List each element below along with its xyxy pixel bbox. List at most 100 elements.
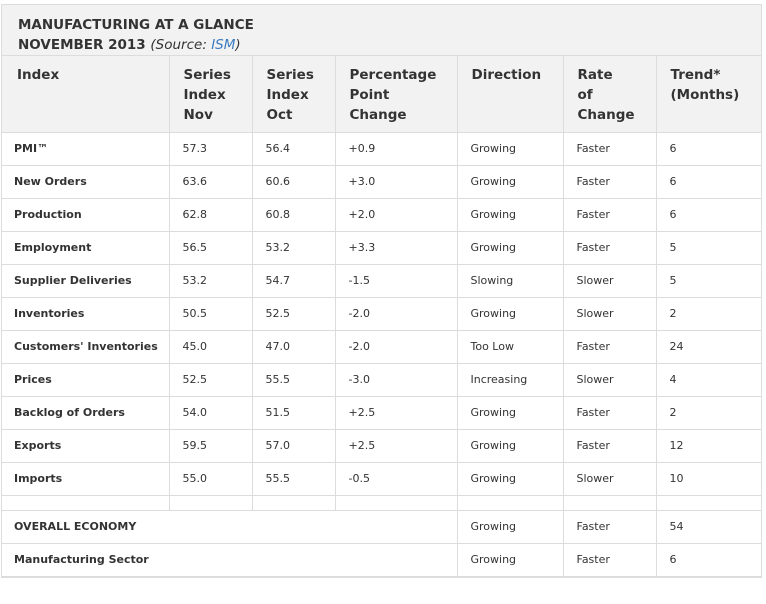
cell-rate: Faster [562,329,657,364]
header-line: Rate [577,67,613,83]
cell-index: Inventories [2,296,170,331]
col-header-index: Index [2,56,170,133]
cell-oct: 54.7 [251,263,336,298]
manufacturing-table-container: MANUFACTURING AT A GLANCE NOVEMBER 2013 … [1,4,762,578]
table-row: PMI™ 57.3 56.4 +0.9 Growing Faster 6 [2,131,761,166]
cell-nov: 56.5 [168,230,253,265]
cell-rate: Faster [562,197,657,232]
cell-trend: 5 [655,230,761,265]
source-prefix: (Source: [150,37,212,53]
cell-nov: 52.5 [168,362,253,397]
cell-direction: Too Low [456,329,564,364]
cell-direction: Growing [456,296,564,331]
header-line: Series [183,67,231,83]
cell-direction: Growing [456,461,564,496]
empty-cell [2,494,170,511]
col-header-direction: Direction [456,56,564,133]
empty-cell [168,494,253,511]
header-line: Change [577,107,635,123]
header-line: Index [266,87,309,103]
col-header-oct: Series Index Oct [251,56,336,133]
cell-nov: 45.0 [168,329,253,364]
cell-trend: 4 [655,362,761,397]
cell-index: Supplier Deliveries [2,263,170,298]
caption-date: NOVEMBER 2013 [18,37,146,53]
cell-change: +2.0 [334,197,458,232]
cell-oct: 55.5 [251,461,336,496]
cell-direction: Growing [456,428,564,463]
table-row: Supplier Deliveries 53.2 54.7 -1.5 Slowing Sl… [2,263,761,298]
cell-oct: 60.8 [251,197,336,232]
cell-rate: Slower [562,362,657,397]
empty-cell [562,494,657,511]
header-line: of [577,87,593,103]
cell-trend: 54 [655,509,761,544]
cell-direction: Slowing [456,263,564,298]
table-row: Inventories 50.5 52.5 -2.0 Growing Slower 2 [2,296,761,331]
cell-rate: Slower [562,263,657,298]
cell-oct: 57.0 [251,428,336,463]
caption-subtitle: NOVEMBER 2013 (Source: ISM) [18,35,761,55]
cell-rate: Faster [562,164,657,199]
cell-direction: Growing [456,230,564,265]
table-row: Customers' Inventories 45.0 47.0 -2.0 Too Lo… [2,329,761,364]
table-row: Employment 56.5 53.2 +3.3 Growing Faster 5 [2,230,761,265]
source-suffix: ) [235,37,241,53]
table-row: Backlog of Orders 54.0 51.5 +2.5 Growing Fast… [2,395,761,430]
cell-oct: 56.4 [251,131,336,166]
table-row: New Orders 63.6 60.6 +3.0 Growing Faster 6 [2,164,761,199]
caption-source: (Source: ISM) [150,37,240,53]
summary-row: Manufacturing Sector Growing Faster 6 [2,542,761,577]
cell-index: OVERALL ECONOMY [2,509,458,544]
cell-index: Imports [2,461,170,496]
cell-direction: Growing [456,542,564,577]
cell-direction: Growing [456,197,564,232]
table-row: Exports 59.5 57.0 +2.5 Growing Faster 12 [2,428,761,463]
manufacturing-data-table: Index Series Index Nov Series Index Oct Perc… [2,56,761,577]
header-line: Oct [266,107,293,123]
cell-oct: 55.5 [251,362,336,397]
source-link[interactable]: ISM [211,37,236,53]
col-header-trend: Trend* (Months) [655,56,761,133]
cell-change: +3.3 [334,230,458,265]
header-line: Index [183,87,226,103]
spacer-row [2,494,761,511]
empty-cell [334,494,458,511]
header-line: Percentage [349,67,437,83]
cell-rate: Faster [562,131,657,166]
cell-index: Manufacturing Sector [2,542,458,577]
cell-index: Prices [2,362,170,397]
cell-change: +2.5 [334,395,458,430]
cell-rate: Slower [562,296,657,331]
header-row: Index Series Index Nov Series Index Oct Perc… [2,56,761,133]
cell-index: PMI™ [2,131,170,166]
cell-trend: 2 [655,296,761,331]
cell-nov: 57.3 [168,131,253,166]
cell-rate: Faster [562,542,657,577]
cell-oct: 60.6 [251,164,336,199]
cell-change: +2.5 [334,428,458,463]
cell-trend: 2 [655,395,761,430]
col-header-change: Percentage Point Change [334,56,458,133]
col-header-rate: Rate of Change [562,56,657,133]
cell-trend: 10 [655,461,761,496]
cell-rate: Faster [562,230,657,265]
empty-cell [251,494,336,511]
cell-change: +0.9 [334,131,458,166]
header-line: (Months) [670,87,740,103]
cell-nov: 53.2 [168,263,253,298]
cell-direction: Growing [456,395,564,430]
empty-cell [456,494,564,511]
cell-rate: Faster [562,428,657,463]
cell-trend: 6 [655,542,761,577]
table-caption: MANUFACTURING AT A GLANCE NOVEMBER 2013 … [2,5,761,56]
col-header-nov: Series Index Nov [168,56,253,133]
cell-rate: Faster [562,395,657,430]
cell-index: Customers' Inventories [2,329,170,364]
cell-index: Production [2,197,170,232]
cell-rate: Slower [562,461,657,496]
cell-trend: 12 [655,428,761,463]
cell-index: Exports [2,428,170,463]
header-line: Change [349,107,407,123]
cell-direction: Growing [456,509,564,544]
